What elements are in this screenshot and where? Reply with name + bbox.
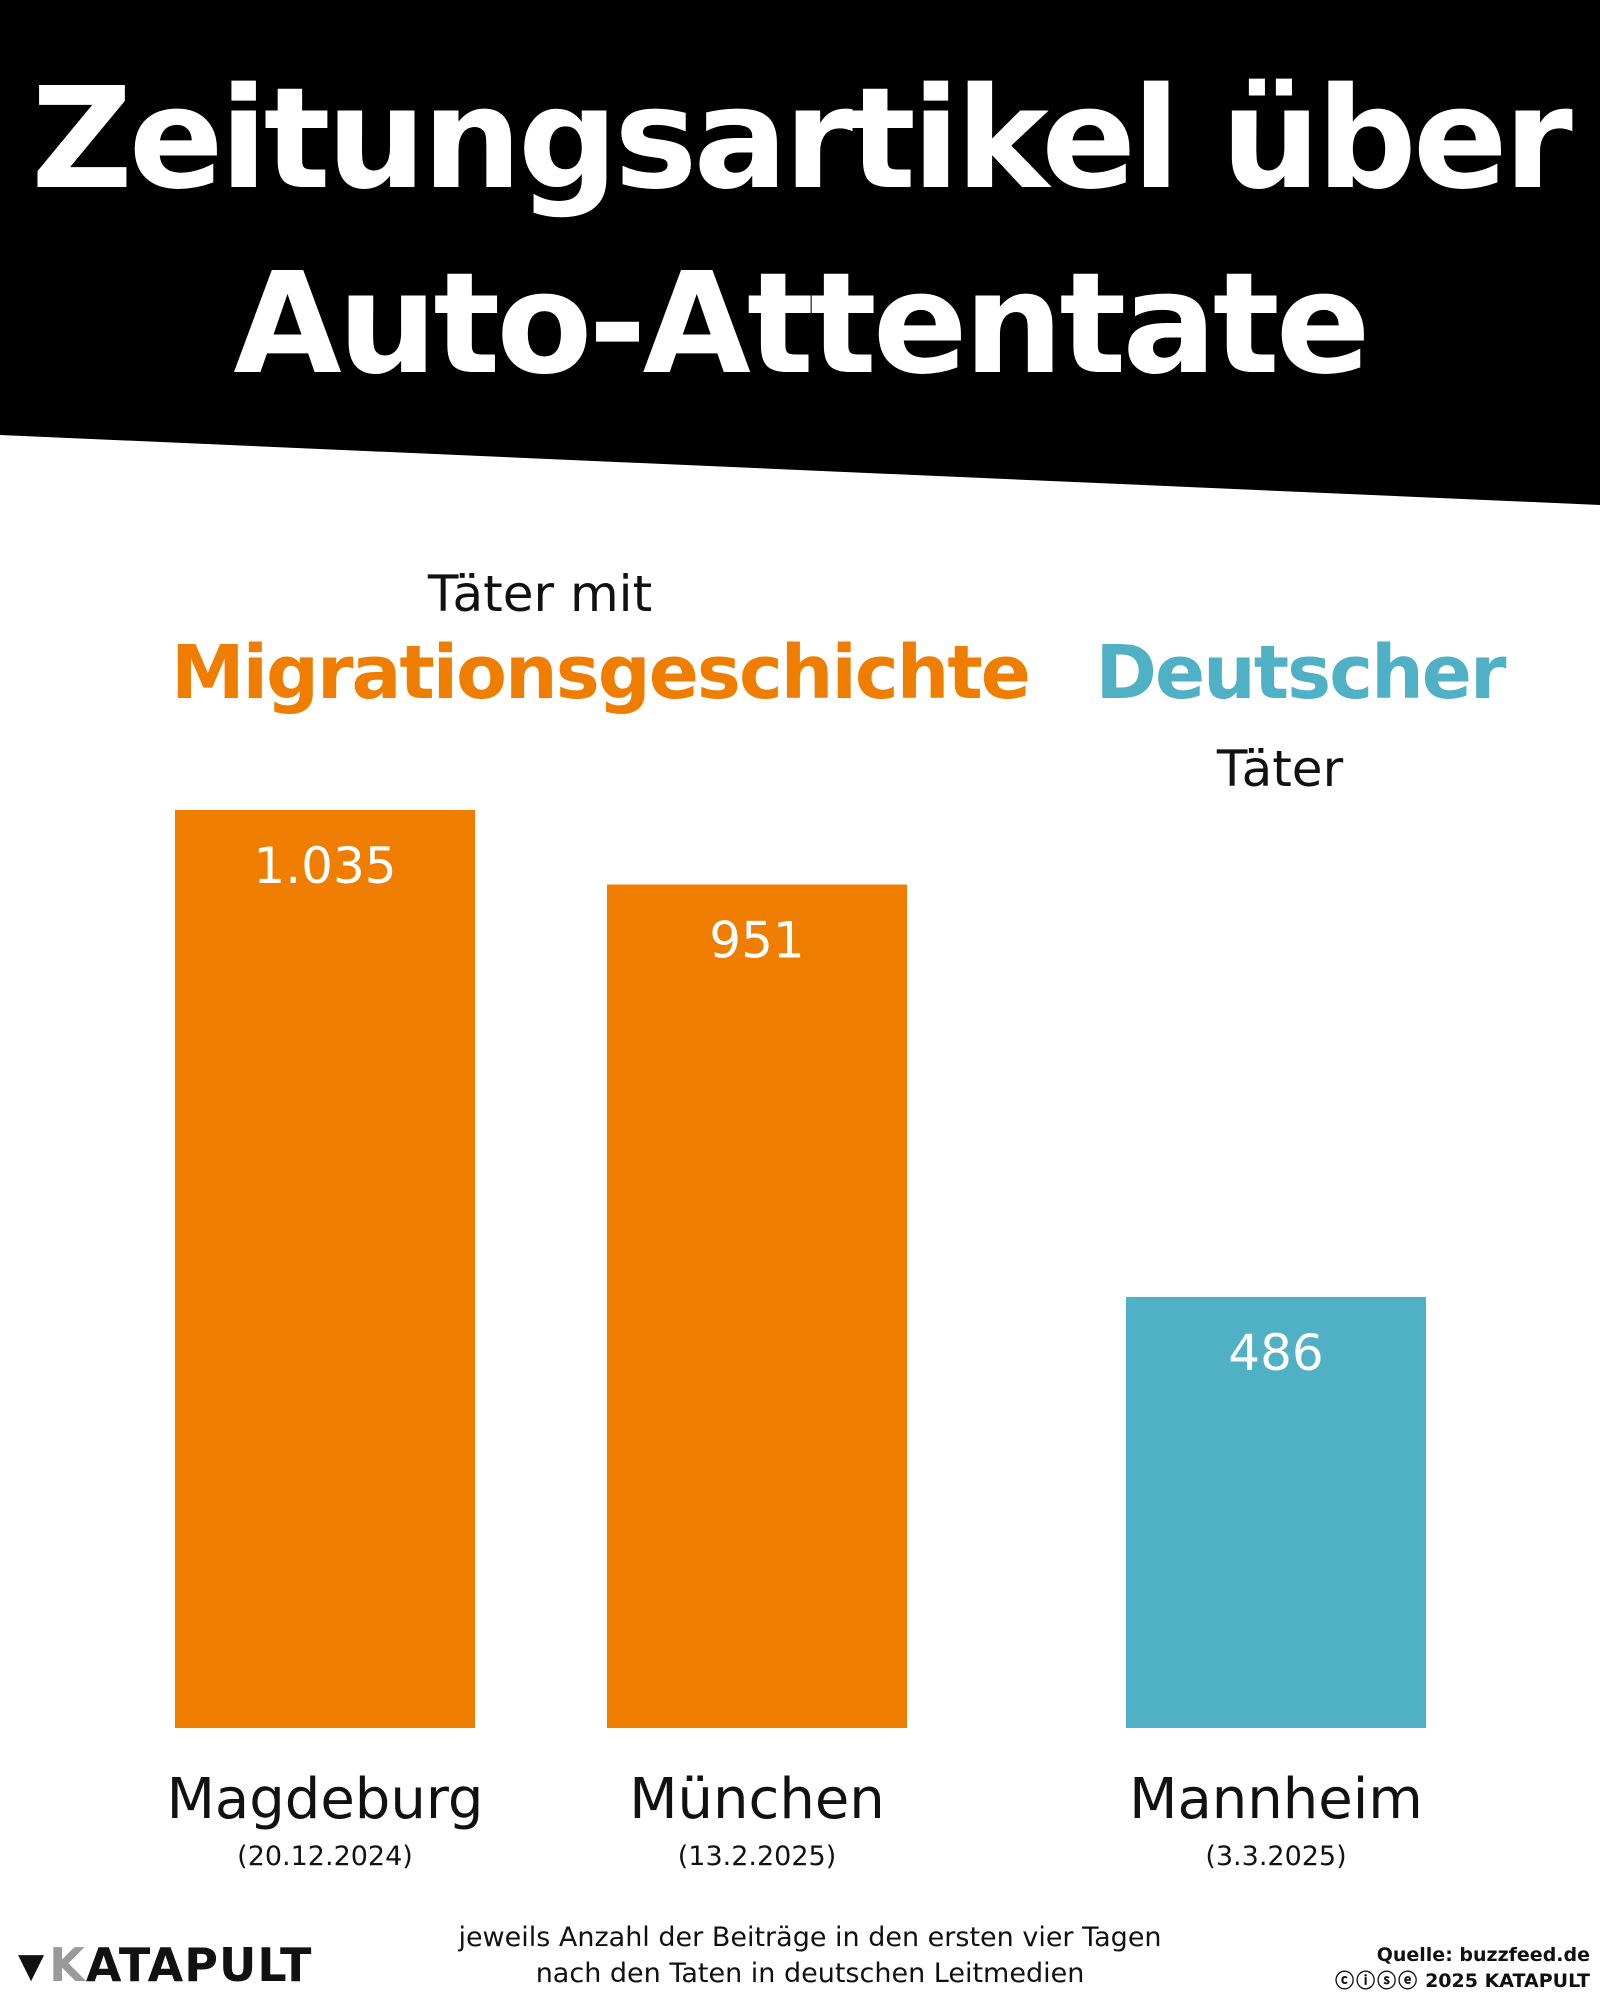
category-label: Mannheim [1129,1767,1423,1832]
category-date-label: (3.3.2025) [1205,1841,1346,1872]
category-label: München [629,1767,885,1832]
header-background [0,0,1600,505]
logo-letter-k: K [49,1938,86,1992]
footnote-line-1: jeweils Anzahl der Beiträge in den erste… [458,1922,1162,1953]
footnote: jeweils Anzahl der Beiträge in den erste… [380,1920,1240,1992]
category-date-label: (13.2.2025) [678,1841,836,1872]
copyright-text: 2025 KATAPULT [1425,1970,1590,1992]
category-date-label: (20.12.2024) [237,1841,413,1872]
bar-mannheim [1126,1296,1426,1728]
page-title-line-2: Auto-Attentate [233,243,1370,406]
bar-münchen [607,884,907,1728]
bar-value-label: 1.035 [253,837,396,895]
copyright-line: ⓒⓘⓢⓔ 2025 KATAPULT [1335,1968,1590,1994]
source-block: Quelle: buzzfeed.de ⓒⓘⓢⓔ 2025 KATAPULT [1335,1942,1590,1994]
german-group-suffix: Täter [1216,740,1344,798]
footnote-line-2: nach den Taten in deutschen Leitmedien [535,1958,1085,1989]
bar-value-label: 486 [1228,1324,1323,1382]
bar-value-label: 951 [709,912,804,970]
cc-license-icon: ⓒⓘⓢⓔ [1335,1970,1420,1992]
page-title-line-1: Zeitungsartikel über [31,58,1573,221]
category-label: Magdeburg [167,1767,484,1832]
bar-magdeburg [175,810,475,1728]
german-group-label: Deutscher [1095,630,1507,716]
migration-group-prefix: Täter mit [427,565,653,623]
source-text: Quelle: buzzfeed.de [1376,1944,1590,1966]
migration-group-label: Migrationsgeschichte [171,630,1031,716]
katapult-logo: ▼KATAPULT [18,1938,312,1992]
logo-text: ATAPULT [85,1938,313,1992]
logo-icon: ▼ [18,1946,46,1986]
